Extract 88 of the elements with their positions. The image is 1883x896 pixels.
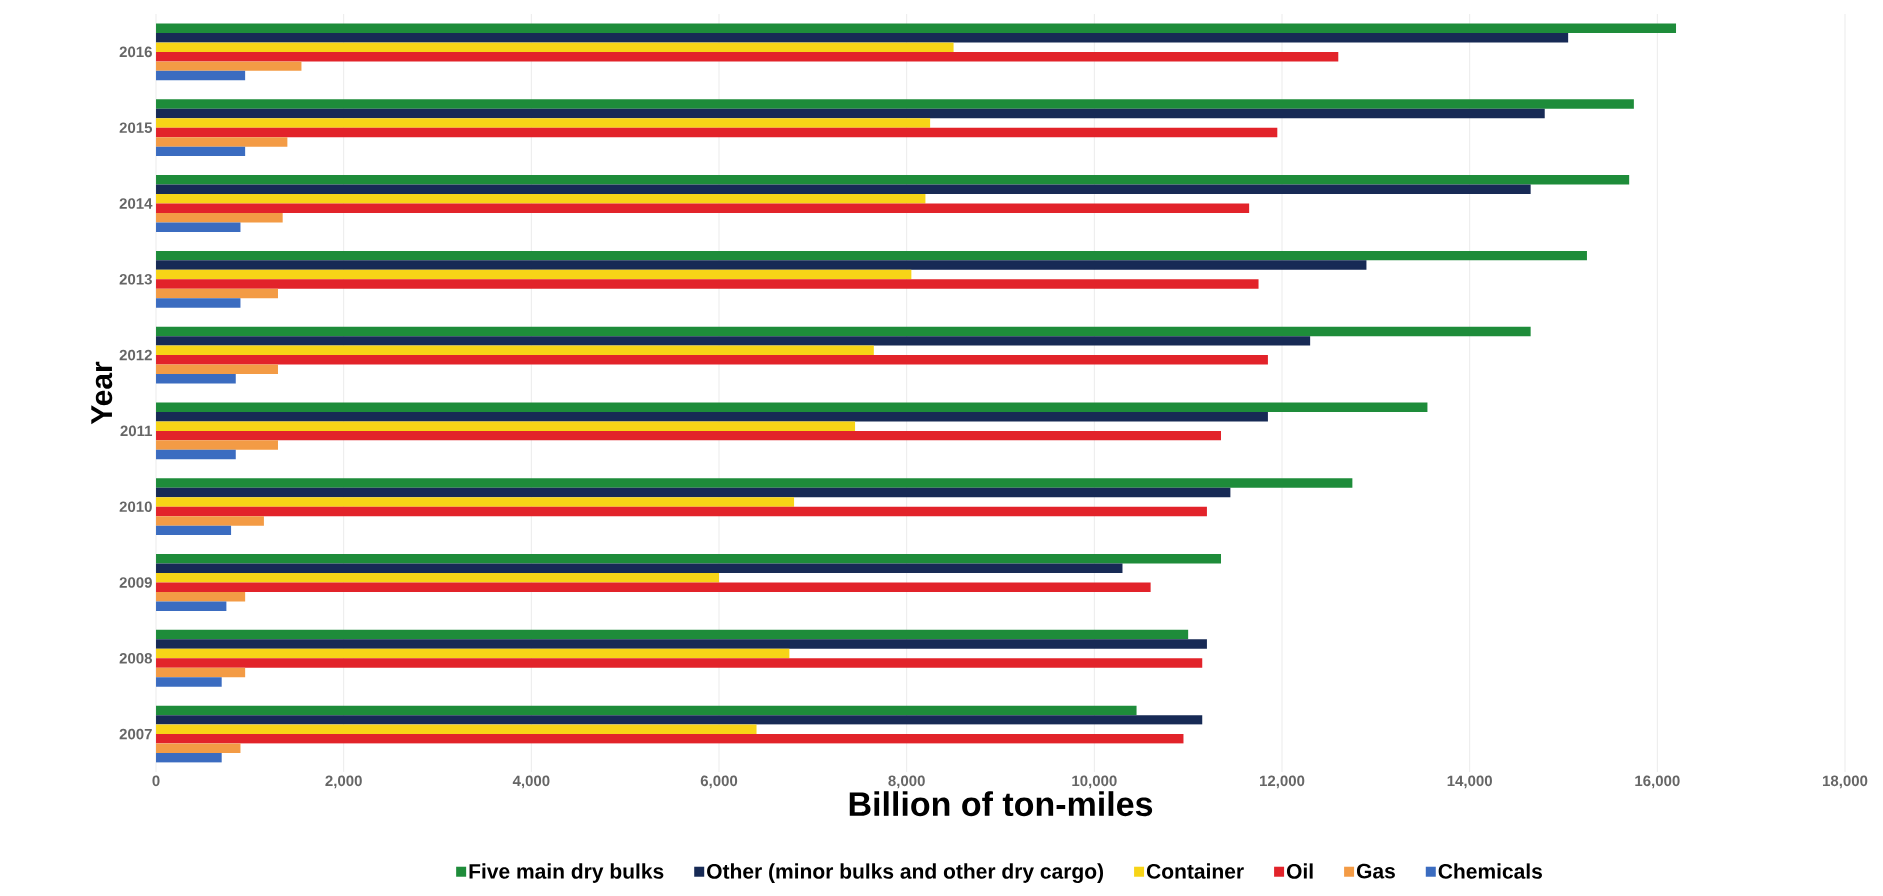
bar	[156, 715, 1203, 725]
bar	[156, 648, 790, 659]
bar	[156, 629, 1189, 640]
bar	[156, 61, 302, 71]
bar	[156, 355, 1268, 365]
bar	[156, 525, 232, 536]
bar	[156, 336, 1311, 346]
bar	[156, 146, 246, 157]
bar	[156, 364, 278, 375]
legend-label: Chemicals	[1438, 863, 1542, 879]
bar	[156, 184, 1531, 195]
bar	[156, 591, 246, 602]
bar	[156, 99, 1634, 109]
bar	[156, 127, 1278, 138]
bar	[156, 677, 222, 687]
bar	[156, 554, 1221, 564]
y-axis-title: Year	[91, 361, 113, 425]
bar	[156, 516, 264, 526]
bar	[156, 430, 1221, 441]
bar	[156, 705, 1137, 716]
x-tick-label: 4,000	[512, 775, 550, 789]
bar	[156, 743, 241, 754]
y-tick-label: 2007	[119, 728, 152, 740]
y-tick-label: 2015	[119, 122, 153, 133]
y-tick-label: 2013	[119, 273, 152, 285]
x-tick-label: 0	[152, 775, 160, 787]
bar	[156, 440, 278, 450]
y-tick-label: 2010	[119, 501, 152, 512]
legend-label: Other (minor bulks and other dry cargo)	[707, 863, 1104, 884]
y-tick-label: 2016	[119, 46, 152, 58]
bar	[156, 658, 1203, 668]
bar	[156, 137, 288, 147]
bar	[156, 212, 283, 223]
legend-label: Oil	[1286, 863, 1313, 879]
bar	[156, 345, 874, 356]
bar	[156, 250, 1587, 261]
bar	[156, 506, 1207, 517]
bar	[156, 411, 1268, 422]
bar	[156, 203, 1250, 213]
y-tick-label: 2011	[120, 425, 153, 437]
bar	[156, 118, 931, 128]
bar	[156, 573, 719, 583]
x-tick-label: 16,000	[1635, 775, 1680, 789]
x-tick-label: 12,000	[1260, 775, 1305, 789]
x-tick-label: 2,000	[325, 775, 362, 789]
y-tick-label: 2012	[119, 349, 152, 361]
bar	[156, 449, 236, 460]
x-tick-label: 6,000	[700, 775, 738, 789]
y-tick-label: 2009	[119, 577, 152, 588]
bar	[156, 194, 926, 204]
bar	[156, 753, 222, 763]
bar	[156, 667, 246, 678]
bar	[156, 260, 1367, 270]
bar	[156, 222, 241, 232]
bar	[156, 70, 246, 81]
bar	[156, 23, 1677, 33]
bar	[156, 269, 912, 280]
bar	[156, 563, 1123, 574]
bar	[156, 108, 1545, 119]
bar	[156, 724, 757, 735]
x-tick-label: 18,000	[1822, 775, 1868, 789]
bar	[156, 175, 1630, 185]
y-tick-label: 2014	[119, 198, 153, 209]
bar	[156, 421, 856, 431]
bar	[156, 32, 1569, 43]
bar	[156, 326, 1531, 337]
bar	[156, 497, 795, 507]
bar	[156, 582, 1151, 592]
bar	[156, 601, 227, 611]
bar	[156, 279, 1259, 289]
legend-label: Container	[1146, 863, 1244, 879]
legend-label: Five main dry bulks	[469, 863, 664, 883]
bar	[156, 487, 1231, 498]
x-tick-label: 8,000	[888, 775, 925, 789]
x-axis-title: Billion of ton-miles	[849, 791, 1153, 817]
bar	[156, 298, 241, 308]
x-tick-label: 10,000	[1072, 775, 1117, 789]
bar	[156, 478, 1353, 488]
bar	[156, 639, 1207, 649]
x-tick-label: 14,000	[1447, 775, 1492, 789]
bar	[156, 288, 278, 299]
bar	[156, 734, 1184, 744]
bar	[156, 42, 954, 52]
bar	[156, 374, 236, 384]
legend-label: Gas	[1356, 863, 1395, 879]
y-tick-label: 2008	[119, 652, 152, 664]
bar	[156, 402, 1428, 412]
bar	[156, 51, 1339, 62]
